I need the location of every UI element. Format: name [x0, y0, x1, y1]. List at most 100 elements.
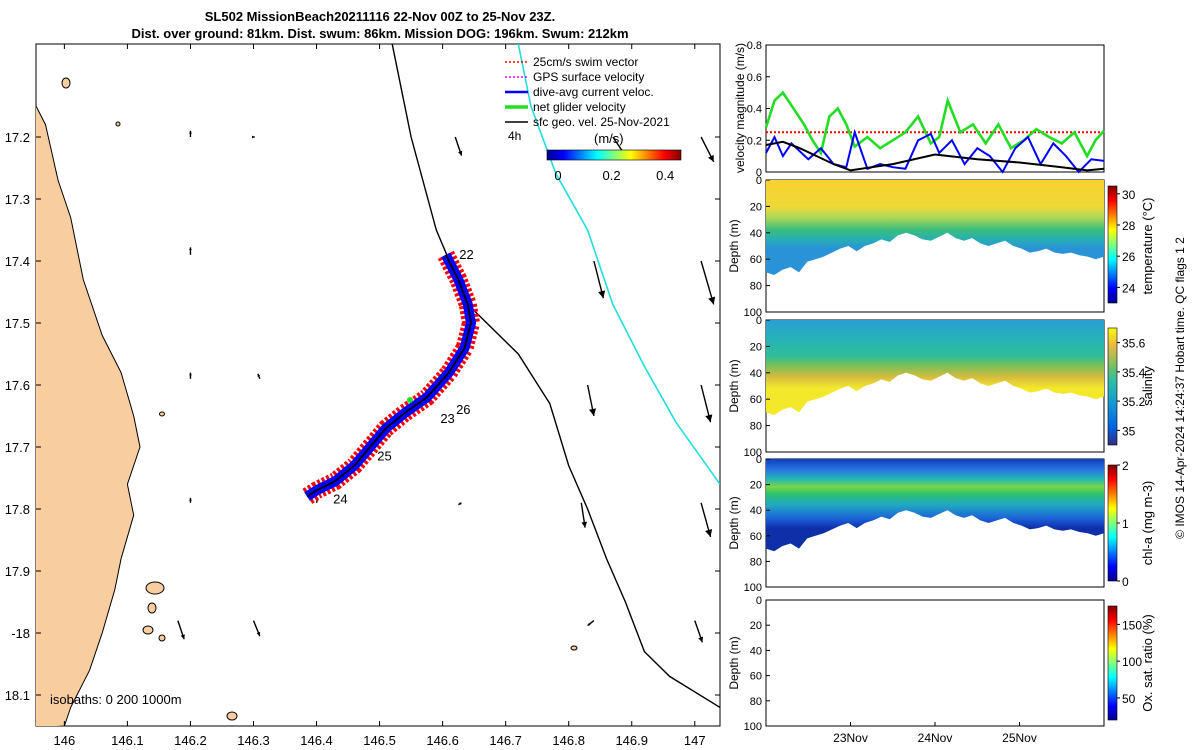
glider-track-line	[306, 254, 472, 498]
velocity-ticks: 0 0.2 0.4 0.6 0.8	[747, 40, 770, 179]
chla-colorbar	[1107, 464, 1118, 582]
x-tick-label: 146.6	[426, 733, 459, 748]
salinity-field	[766, 320, 1104, 415]
salinity-colorbar-ticks: 35.6 35.4 35.2 35	[1117, 337, 1146, 438]
temperature-depth-ticks: 0 20 40 60 80 100	[744, 175, 770, 319]
sfc-vector-shaft	[700, 260, 715, 305]
salinity-depth-ticks: 0 20 40 60 80 100	[744, 315, 770, 459]
y-tick-label: 17.5	[5, 316, 30, 331]
oxygen-cbar-label: Ox. sat. ratio (%)	[1140, 614, 1155, 712]
temperature-colorbar	[1107, 185, 1118, 304]
x-tick-label: 146.2	[174, 733, 207, 748]
day-label: 26	[456, 402, 470, 417]
sfc-vector	[587, 620, 595, 627]
map-frame	[35, 43, 721, 727]
salinity-ylabel: Depth (m)	[727, 359, 741, 412]
sfc-vector	[586, 384, 597, 417]
salinity-section: 0 20 40 60 80 100 Depth (m) 35.6 35.4 35.2 35 sa…	[727, 315, 1155, 459]
sfc-vector-head	[458, 150, 463, 156]
sfc-vector-head	[708, 296, 716, 305]
sfc-vector-head	[458, 502, 462, 505]
cbar-tick-label: 0	[1122, 575, 1129, 589]
chla-colorbar-ticks: 2 1 0	[1117, 459, 1129, 589]
x-tick-label: 146.9	[615, 733, 648, 748]
sfc-vector	[700, 502, 713, 538]
velocity-tick-label: 0.2	[747, 135, 762, 147]
sfc-vector-head	[189, 247, 192, 251]
oxygen-ylabel: Depth (m)	[727, 636, 741, 689]
x-tick-label: 146	[54, 733, 76, 748]
colorbar-tick-label: 0.4	[656, 168, 674, 183]
temperature-cbar-label: temperature (°C)	[1140, 198, 1155, 295]
island	[226, 711, 238, 721]
chla-section: 0 20 40 60 80 100 Depth (m) 2 1 0 chl-a (mg m-3…	[727, 454, 1155, 594]
salinity-cbar-label: salinity	[1140, 366, 1155, 406]
sfc-vector-head	[189, 372, 192, 376]
cbar-tick-label: 1	[1122, 517, 1129, 531]
x-tick-label: 147	[684, 733, 706, 748]
x-tick-label: 146.3	[237, 733, 270, 748]
depth-tick-label: 0	[756, 595, 762, 607]
time-axis-ticks: 23Nov 24Nov 25Nov	[833, 722, 1037, 745]
oxygen-depth-ticks: 0 20 40 60 80 100	[744, 595, 770, 733]
velocity-tick-label: 0.4	[747, 104, 762, 116]
velocity-series-net-glider-velocity	[764, 90, 1105, 159]
salinity-colorbar	[1107, 327, 1118, 446]
x-tick-label: 146.5	[363, 733, 396, 748]
depth-tick-label: 40	[750, 645, 762, 657]
depth-tick-label: 20	[750, 480, 762, 492]
depth-tick-label: 80	[750, 696, 762, 708]
depth-tick-label: 100	[744, 582, 762, 594]
velocity-tick-label: 0.6	[747, 72, 762, 84]
isobaths-note: isobaths: 0 200 1000m	[50, 692, 182, 707]
sfc-vector	[700, 136, 715, 163]
depth-tick-label: 40	[750, 228, 762, 240]
velocity-panel: 0 0.2 0.4 0.6 0.8 velocity magnitude (m/s)	[733, 40, 1105, 179]
sfc-vector	[189, 247, 192, 255]
cbar-tick-label: 26	[1122, 250, 1136, 264]
depth-tick-label: 60	[750, 671, 762, 683]
depth-tick-label: 100	[744, 447, 762, 459]
depth-tick-label: 40	[750, 505, 762, 517]
depth-tick-label: 20	[750, 620, 762, 632]
sfc-vector	[694, 620, 704, 643]
x-tick-label: 146.8	[552, 733, 585, 748]
temperature-colorbar-ticks: 30 28 26 24	[1117, 188, 1136, 295]
island	[145, 581, 165, 595]
y-tick-label: 17.9	[5, 564, 30, 579]
time-tick-label: 25Nov	[1002, 731, 1037, 745]
cbar-tick-label: 35.4	[1122, 366, 1146, 380]
sfc-vector	[189, 130, 192, 137]
map-legend: 25cm/s swim vector GPS surface velocity …	[505, 55, 682, 183]
oxygen-colorbar-ticks: 150 100 50	[1117, 618, 1142, 706]
depth-tick-label: 80	[750, 281, 762, 293]
cbar-tick-label: 30	[1122, 188, 1136, 202]
sfc-vector-head	[705, 529, 713, 537]
temperature-field	[766, 180, 1104, 275]
island	[115, 121, 121, 127]
sfc-vector-head	[598, 290, 606, 299]
day-label: 22	[459, 247, 473, 262]
cbar-tick-label: 28	[1122, 219, 1136, 233]
glider-track	[302, 250, 480, 505]
islands	[61, 77, 578, 721]
footer-note: © IMOS 14-Apr-2024 14:24:37 Hobart time.…	[1173, 237, 1187, 539]
temperature-section: 0 20 40 60 80 100 Depth (m) 30 28 26 24 temperat…	[727, 175, 1155, 319]
day-label: 23	[440, 411, 454, 426]
velocity-tick-label: 0	[756, 167, 762, 179]
velocity-tick-label: 0.8	[747, 40, 762, 52]
temperature-ylabel: Depth (m)	[727, 219, 741, 272]
cbar-tick-label: 35.2	[1122, 395, 1146, 409]
oxygen-colorbar	[1107, 605, 1118, 721]
cbar-tick-label: 50	[1122, 692, 1136, 706]
oxygen-section: 0 20 40 60 80 100 Depth (m) 150 100 50 Ox. sat.…	[727, 595, 1155, 745]
day-label: 24	[333, 492, 347, 507]
x-tick-label: 146.1	[111, 733, 144, 748]
depth-tick-label: 60	[750, 394, 762, 406]
legend-label-swim: 25cm/s swim vector	[533, 55, 638, 69]
island	[142, 625, 154, 635]
y-tick-label: 17.3	[5, 192, 30, 207]
chla-field	[766, 459, 1104, 552]
depth-tick-label: 0	[756, 175, 762, 187]
